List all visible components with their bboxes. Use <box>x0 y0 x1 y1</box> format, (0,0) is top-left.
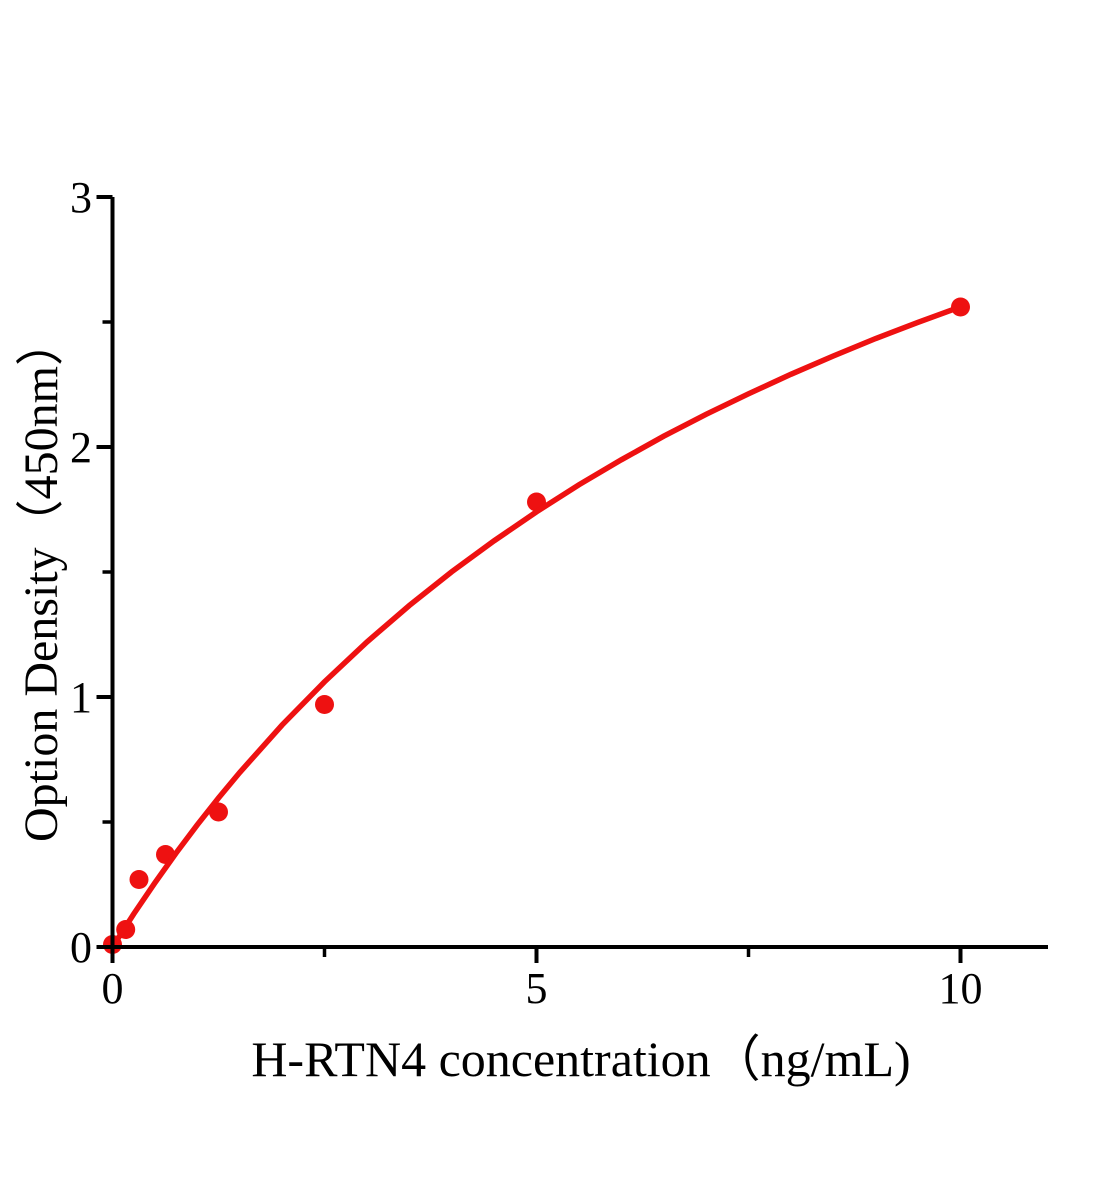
x-tick-label: 5 <box>526 964 548 1013</box>
axes-group <box>96 195 1048 963</box>
y-tick-label: 1 <box>70 673 92 722</box>
data-point <box>129 870 149 889</box>
data-point <box>315 695 334 714</box>
y-axis-title: Option Density（450nm） <box>15 318 68 842</box>
y-tick-label: 3 <box>70 173 92 222</box>
y-tick-label: 2 <box>70 423 92 472</box>
data-points-group <box>103 297 970 954</box>
axis-spines <box>110 197 1048 949</box>
y-tick-label: 0 <box>70 923 92 972</box>
x-tick-label: 0 <box>102 964 124 1013</box>
x-axis-title: H-RTN4 concentration（ng/mL) <box>251 1031 910 1087</box>
tick-labels-group: 0 1 2 3 0 5 10 <box>70 173 983 1013</box>
fit-curve <box>109 304 964 950</box>
x-tick-label: 10 <box>939 964 983 1013</box>
